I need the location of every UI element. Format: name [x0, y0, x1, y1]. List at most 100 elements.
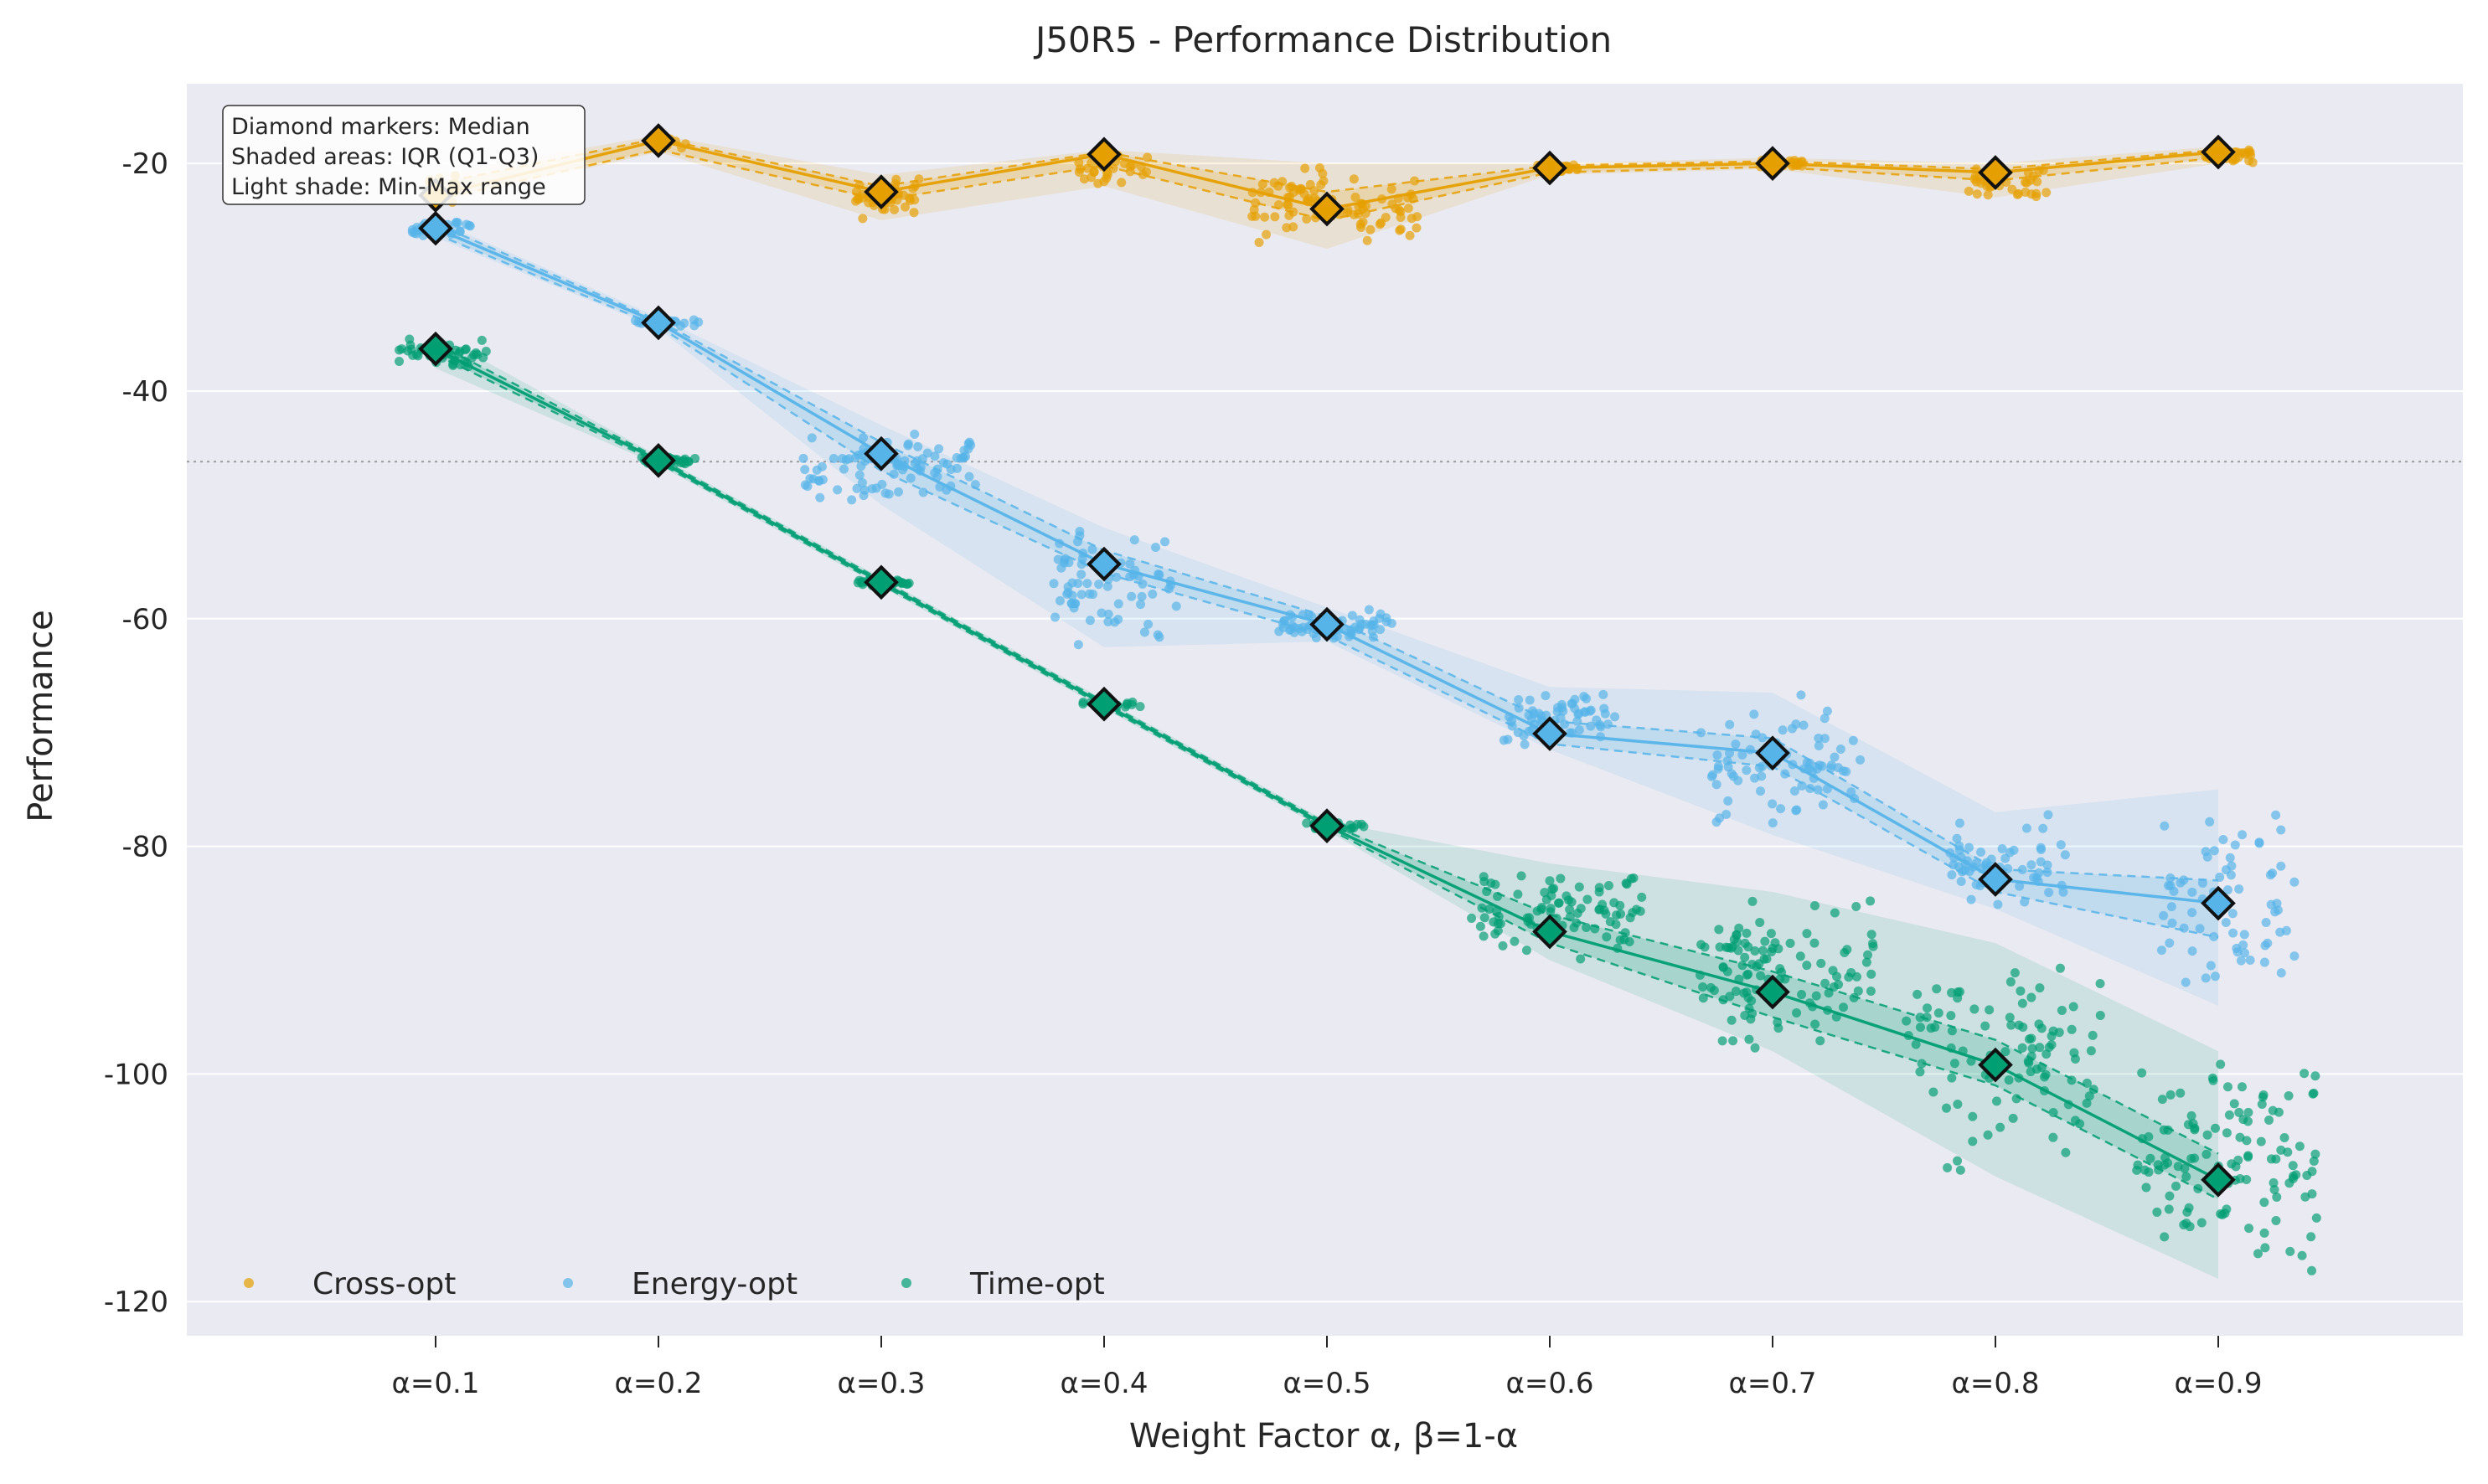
data-point-time-opt: [1603, 880, 1613, 890]
data-point-time-opt: [2070, 1116, 2080, 1126]
data-point-time-opt: [1802, 961, 1812, 971]
data-point-energy-opt: [2020, 897, 2030, 907]
data-point-time-opt: [2016, 986, 2026, 996]
data-point-time-opt: [2176, 1088, 2186, 1098]
data-point-time-opt: [2222, 1082, 2232, 1092]
data-point-time-opt: [1932, 984, 1942, 994]
data-point-energy-opt: [1778, 725, 1788, 735]
data-point-time-opt: [1609, 898, 1619, 908]
data-point-energy-opt: [852, 483, 862, 493]
data-point-time-opt: [2258, 1090, 2269, 1100]
data-point-time-opt: [2210, 1123, 2220, 1133]
median-marker-energy-opt: [1087, 546, 1122, 582]
data-point-energy-opt: [1776, 804, 1786, 814]
data-point-energy-opt: [2026, 860, 2036, 870]
q3-line-energy-opt: [435, 223, 2219, 882]
data-point-time-opt: [2006, 1020, 2016, 1030]
data-point-time-opt: [2271, 1154, 2281, 1164]
data-point-time-opt: [1498, 940, 1508, 951]
data-point-energy-opt: [1160, 537, 1170, 547]
data-point-time-opt: [1493, 926, 1503, 936]
data-point-time-opt: [1768, 943, 1778, 953]
data-point-energy-opt: [2056, 840, 2066, 850]
data-point-time-opt: [1732, 937, 1742, 947]
data-point-time-opt: [472, 349, 483, 359]
data-point-energy-opt: [2043, 810, 2053, 820]
data-point-energy-opt: [2268, 868, 2278, 879]
data-point-energy-opt: [1721, 809, 1732, 819]
data-point-cross-opt: [909, 208, 919, 218]
data-point-time-opt: [2008, 1113, 2018, 1123]
data-point-energy-opt: [1976, 848, 1986, 858]
data-point-energy-opt: [1856, 755, 1866, 765]
data-point-time-opt: [2307, 1265, 2317, 1275]
data-point-energy-opt: [2259, 957, 2269, 967]
data-point-time-opt: [1853, 986, 1863, 996]
data-point-energy-opt: [1360, 619, 1370, 629]
data-point-energy-opt: [2205, 817, 2215, 827]
data-point-energy-opt: [2289, 951, 2300, 961]
data-point-time-opt: [1815, 1036, 1825, 1046]
median-marker-time-opt: [1087, 686, 1122, 722]
data-point-energy-opt: [2187, 887, 2197, 897]
plot-background: [187, 84, 2463, 1336]
data-point-energy-opt: [2187, 908, 2197, 918]
data-point-energy-opt: [2166, 902, 2176, 912]
data-point-time-opt: [1902, 1016, 1912, 1026]
data-point-energy-opt: [2270, 907, 2280, 917]
data-point-energy-opt: [847, 495, 857, 505]
data-point-energy-opt: [1136, 600, 1146, 610]
data-point-cross-opt: [2246, 151, 2256, 161]
data-point-time-opt: [1546, 907, 1556, 917]
data-point-energy-opt: [1125, 559, 1135, 569]
data-point-energy-opt: [815, 492, 825, 502]
data-point-time-opt: [2253, 1249, 2263, 1259]
data-point-cross-opt: [1283, 200, 1293, 210]
data-point-time-opt: [1621, 879, 1631, 889]
data-point-energy-opt: [2281, 925, 2291, 935]
data-point-cross-opt: [1412, 212, 1422, 222]
data-point-time-opt: [2235, 1132, 2245, 1142]
data-point-time-opt: [1554, 898, 1564, 908]
data-point-energy-opt: [1993, 899, 2003, 909]
data-point-energy-opt: [1094, 580, 1104, 590]
median-marker-cross-opt: [1978, 155, 2013, 190]
data-point-time-opt: [2244, 1224, 2254, 1234]
data-point-energy-opt: [817, 461, 827, 471]
data-point-energy-opt: [1056, 563, 1066, 573]
data-point-time-opt: [2048, 1108, 2058, 1118]
data-point-time-opt: [1844, 972, 1854, 982]
data-point-cross-opt: [1983, 190, 1993, 200]
data-point-time-opt: [2279, 1133, 2289, 1143]
data-point-energy-opt: [910, 458, 920, 468]
data-point-energy-opt: [1830, 752, 1840, 762]
data-point-time-opt: [1359, 822, 1369, 832]
x-tick-label: α=0.2: [615, 1367, 703, 1400]
data-point-time-opt: [2040, 1072, 2050, 1082]
q3-line-cross-opt: [435, 137, 2219, 193]
data-point-time-opt: [2269, 1185, 2279, 1195]
data-point-cross-opt: [1355, 219, 1365, 229]
data-point-energy-opt: [1137, 591, 1147, 601]
data-point-time-opt: [2068, 1002, 2078, 1012]
data-point-energy-opt: [910, 429, 920, 439]
data-point-energy-opt: [1574, 725, 1584, 735]
data-point-time-opt: [1582, 894, 1592, 904]
data-point-energy-opt: [2060, 850, 2070, 860]
data-point-energy-opt: [1610, 712, 1620, 722]
data-point-cross-opt: [1257, 179, 1267, 189]
data-point-time-opt: [2309, 1088, 2319, 1098]
data-point-energy-opt: [1725, 719, 1735, 729]
data-point-time-opt: [2017, 1043, 2027, 1053]
data-point-energy-opt: [1731, 739, 1741, 750]
data-point-time-opt: [2035, 1043, 2045, 1053]
legend-marker-cross-opt: [244, 1278, 254, 1288]
data-point-time-opt: [2183, 1120, 2193, 1130]
data-point-energy-opt: [1813, 785, 1823, 795]
median-marker-cross-opt: [864, 174, 899, 209]
data-point-energy-opt: [930, 451, 940, 461]
data-point-energy-opt: [952, 463, 963, 473]
data-point-energy-opt: [1127, 591, 1137, 601]
data-point-time-opt: [2137, 1068, 2147, 1078]
data-point-energy-opt: [1369, 616, 1379, 626]
